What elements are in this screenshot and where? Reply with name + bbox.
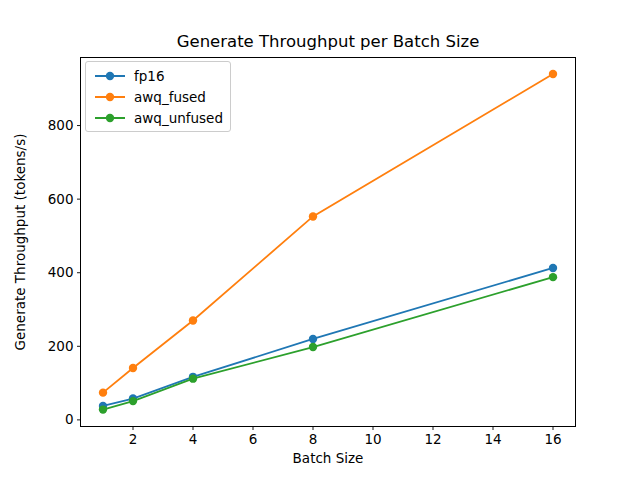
figure: 2 4 6 8 10 12 14 16 0 200 400 600 800 Generate Throu… xyxy=(0,0,640,480)
y-tick-label: 0 xyxy=(65,411,74,427)
legend-swatch-awq-unfused-icon xyxy=(93,110,127,126)
x-axis-label: Batch Size xyxy=(80,450,576,466)
legend-swatch-awq-fused-icon xyxy=(93,89,127,105)
series-marker-awq_unfused xyxy=(129,397,137,405)
legend-label-fp16: fp16 xyxy=(134,68,165,84)
x-tick-label: 4 xyxy=(189,431,198,447)
legend-item-awq-unfused: awq_unfused xyxy=(93,107,223,128)
x-tick-label: 8 xyxy=(309,431,318,447)
y-tick-label: 200 xyxy=(48,338,74,354)
x-tick-label: 10 xyxy=(364,431,381,447)
y-axis-label: Generate Throughput (tokens/s) xyxy=(12,134,28,351)
legend: fp16 awq_fused awq_unfused xyxy=(85,61,231,132)
y-tick-label: 800 xyxy=(48,117,74,133)
series-marker-awq_fused xyxy=(189,316,197,324)
y-tick-label: 600 xyxy=(48,191,74,207)
legend-swatch-fp16-icon xyxy=(93,68,127,84)
series-line-awq_unfused xyxy=(103,277,553,409)
x-tick-label: 12 xyxy=(424,431,441,447)
series-marker-awq_fused xyxy=(99,388,107,396)
series-marker-awq_fused xyxy=(549,70,557,78)
x-tick-label: 16 xyxy=(544,431,561,447)
x-tick-label: 14 xyxy=(484,431,501,447)
legend-item-fp16: fp16 xyxy=(93,65,223,86)
y-tick-label: 400 xyxy=(48,264,74,280)
series-marker-awq_unfused xyxy=(99,405,107,413)
legend-label-awq-unfused: awq_unfused xyxy=(134,110,223,126)
x-tick-label: 6 xyxy=(249,431,258,447)
chart-title: Generate Throughput per Batch Size xyxy=(80,33,576,51)
series-marker-fp16 xyxy=(549,264,557,272)
series-marker-awq_fused xyxy=(309,212,317,220)
series-marker-awq_unfused xyxy=(309,343,317,351)
x-tick-label: 2 xyxy=(129,431,138,447)
legend-label-awq-fused: awq_fused xyxy=(134,89,206,105)
series-line-fp16 xyxy=(103,268,553,406)
legend-item-awq-fused: awq_fused xyxy=(93,86,223,107)
series-marker-awq_fused xyxy=(129,364,137,372)
series-marker-awq_unfused xyxy=(549,273,557,281)
series-marker-awq_unfused xyxy=(189,374,197,382)
series-marker-fp16 xyxy=(309,335,317,343)
